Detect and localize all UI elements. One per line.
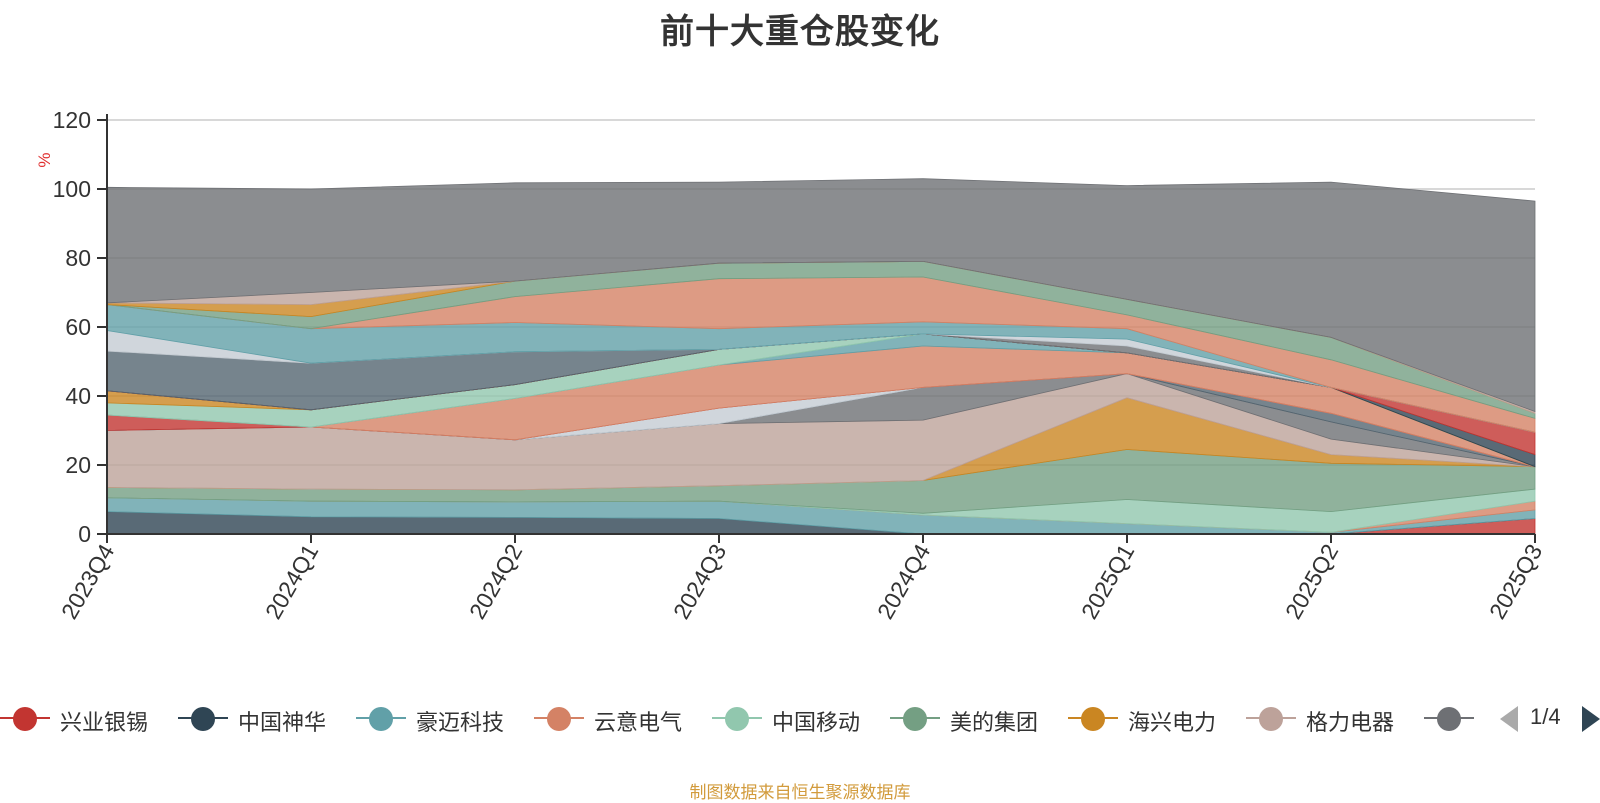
y-tick-label: 40 xyxy=(65,383,91,409)
x-tick-label: 2024Q1 xyxy=(260,540,323,624)
axes xyxy=(97,114,1536,543)
source-note: 制图数据来自恒生聚源数据库 xyxy=(689,783,911,803)
chart-title: 前十大重仓股变化 xyxy=(660,13,940,51)
legend-viewport: 兴业银锡 中国神华 豪迈科技 云意电气 中国移动 美的集团 海兴电力 格力电器 华 xyxy=(0,700,1482,736)
legend-item[interactable]: 格力电器 xyxy=(1246,700,1420,736)
legend: 兴业银锡 中国神华 豪迈科技 云意电气 中国移动 美的集团 海兴电力 格力电器 华 1/4 xyxy=(0,700,1600,736)
legend-item[interactable]: 兴业银锡 xyxy=(0,700,174,736)
legend-label: 美的集团 xyxy=(950,711,1039,736)
area-series xyxy=(106,178,1536,535)
x-tick-label: 2024Q3 xyxy=(668,540,731,624)
legend-circle-icon xyxy=(725,707,749,731)
x-tick-label: 2023Q4 xyxy=(56,539,120,623)
y-tick-label: 20 xyxy=(65,452,91,478)
area-series-27 xyxy=(106,178,1536,413)
legend-item[interactable]: 中国移动 xyxy=(712,700,886,736)
x-tick-label: 2025Q2 xyxy=(1280,540,1343,624)
y-tick-label: 60 xyxy=(65,314,91,340)
legend-item[interactable]: 豪迈科技 xyxy=(356,700,530,736)
legend-label: 云意电气 xyxy=(594,711,683,736)
area-chart: 0 20 40 60 80 100 120% 2023Q4 2024Q1 2024Q2 2024Q3… xyxy=(35,107,1547,624)
legend-circle-icon xyxy=(1437,707,1461,731)
y-tick-label: 0 xyxy=(78,521,91,547)
legend-prev-page-icon[interactable] xyxy=(1500,706,1518,732)
legend-circle-icon xyxy=(13,707,37,731)
x-tick-label: 2025Q3 xyxy=(1484,540,1547,624)
y-axis-unit-label: % xyxy=(35,152,54,167)
x-tick-label: 2024Q2 xyxy=(464,540,527,624)
legend-page-indicator: 1/4 xyxy=(1530,704,1561,729)
legend-circle-icon xyxy=(1081,707,1105,731)
legend-item[interactable]: 美的集团 xyxy=(890,700,1064,736)
legend-circle-icon xyxy=(1259,707,1283,731)
legend-item[interactable]: 海兴电力 xyxy=(1068,700,1242,736)
legend-circle-icon xyxy=(903,707,927,731)
legend-label: 兴业银锡 xyxy=(60,711,149,736)
legend-label: 中国移动 xyxy=(772,711,861,736)
legend-next-page-icon[interactable] xyxy=(1582,706,1600,732)
legend-item[interactable]: 华 xyxy=(1424,700,1482,736)
legend-label: 豪迈科技 xyxy=(416,711,505,736)
y-tick-label: 120 xyxy=(53,107,91,133)
y-tick-label: 100 xyxy=(53,176,91,202)
legend-label: 海兴电力 xyxy=(1128,711,1217,736)
legend-circle-icon xyxy=(547,707,571,731)
legend-circle-icon xyxy=(191,707,215,731)
legend-item[interactable]: 中国神华 xyxy=(178,700,352,736)
legend-label: 中国神华 xyxy=(238,711,327,736)
legend-item[interactable]: 云意电气 xyxy=(534,700,708,736)
x-tick-label: 2025Q1 xyxy=(1076,540,1139,624)
legend-circle-icon xyxy=(369,707,393,731)
x-tick-label: 2024Q4 xyxy=(872,539,936,623)
legend-label: 格力电器 xyxy=(1306,711,1395,736)
y-tick-label: 80 xyxy=(65,245,91,271)
